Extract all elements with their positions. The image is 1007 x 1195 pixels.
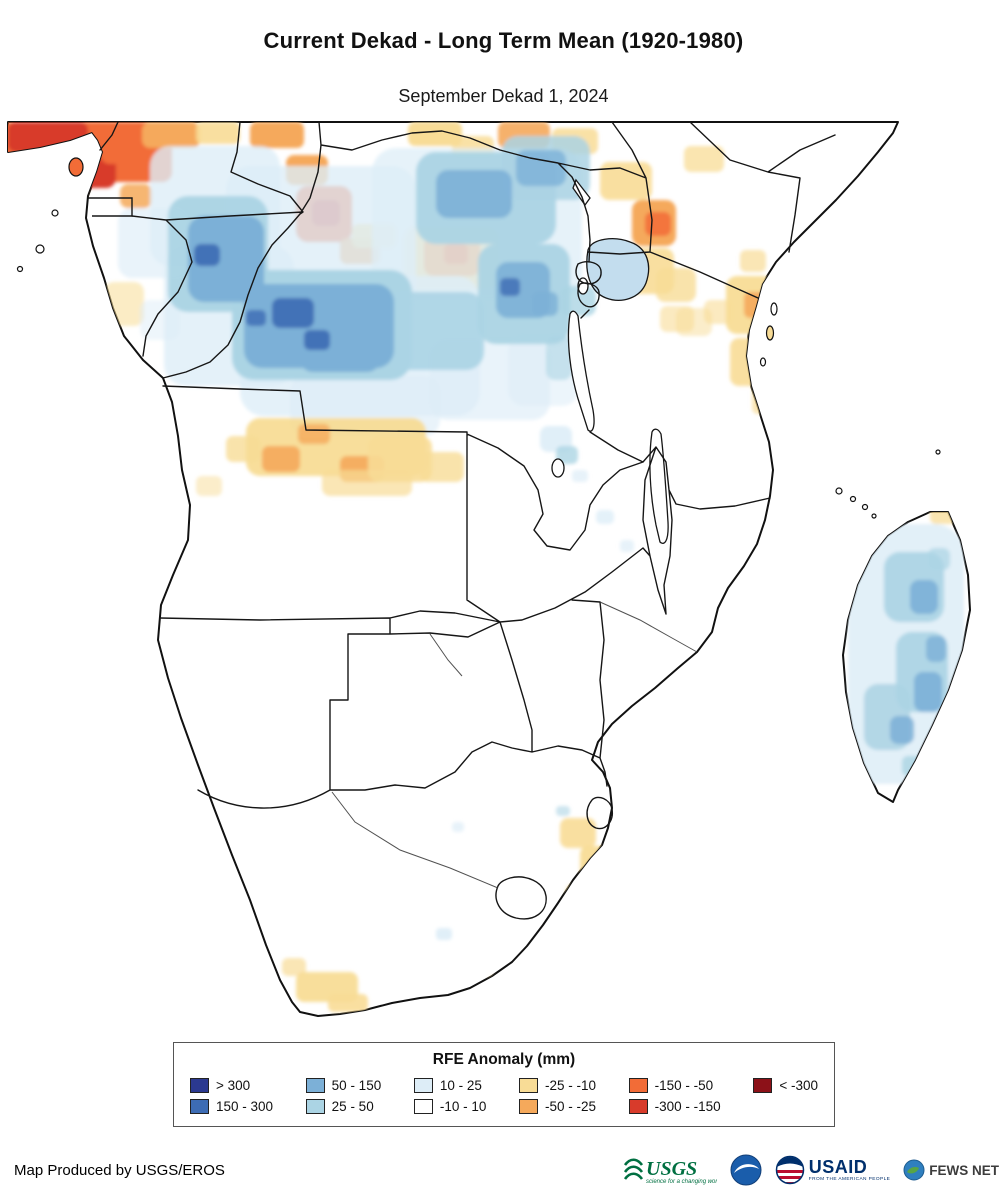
usgs-wave-icon xyxy=(623,1158,643,1180)
border-burundi xyxy=(577,282,600,308)
usaid-seal-icon xyxy=(775,1155,805,1185)
legend-swatch xyxy=(190,1099,209,1114)
lake-kivu xyxy=(577,277,589,295)
lake-malawi xyxy=(649,428,669,545)
fews-globe-icon xyxy=(903,1159,925,1181)
legend-swatch xyxy=(190,1078,209,1093)
lake-tanganyika xyxy=(567,310,595,432)
legend-swatch xyxy=(305,1099,325,1114)
legend-swatch xyxy=(628,1099,648,1114)
usgs-tagline: science for a changing world xyxy=(646,1179,717,1185)
legend-swatch xyxy=(413,1099,433,1114)
legend-label: -10 - 10 xyxy=(439,1099,487,1114)
border-lesotho xyxy=(495,876,547,920)
legend-label: 10 - 25 xyxy=(439,1078,482,1093)
legend-item: 50 - 150 xyxy=(305,1078,382,1093)
page-title: Current Dekad - Long Term Mean (1920-198… xyxy=(263,28,744,53)
legend-swatch xyxy=(628,1078,648,1093)
border-equatorial-guinea xyxy=(88,197,133,217)
legend-label: -150 - -50 xyxy=(654,1078,714,1093)
legend-title: RFE Anomaly (mm) xyxy=(432,1051,576,1068)
legend-item: 150 - 300 xyxy=(190,1099,273,1114)
legend-label: > 300 xyxy=(216,1078,251,1093)
island-zanzibar xyxy=(765,325,775,341)
lake-victoria xyxy=(586,238,650,301)
legend-item: 10 - 25 xyxy=(413,1078,487,1093)
usaid-wordmark: USAID xyxy=(808,1156,868,1177)
legend-swatch xyxy=(413,1078,433,1093)
islands xyxy=(16,157,941,519)
credit-text: Map Produced by USGS/EROS xyxy=(14,1162,225,1179)
legend-item: 25 - 50 xyxy=(305,1099,382,1114)
fews-wordmark: FEWS NET xyxy=(929,1162,999,1178)
border-eswatini xyxy=(586,796,613,830)
legend-label: -300 - -150 xyxy=(654,1099,721,1114)
legend-item: -300 - -150 xyxy=(628,1099,721,1114)
lakes xyxy=(551,178,669,545)
legend-label: -50 - -25 xyxy=(545,1099,597,1114)
legend-label: 150 - 300 xyxy=(216,1099,274,1114)
border-rwanda xyxy=(575,261,602,285)
page-subtitle: September Dekad 1, 2024 xyxy=(398,86,609,106)
usgs-wordmark: USGS xyxy=(646,1158,697,1180)
legend-box: RFE Anomaly (mm) > 300 150 - 300 50 - 15… xyxy=(173,1042,835,1127)
usaid-tagline: FROM THE AMERICAN PEOPLE xyxy=(808,1176,891,1182)
country-borders xyxy=(88,121,836,920)
legend-item: -25 - -10 xyxy=(519,1078,596,1093)
legend-swatch xyxy=(519,1078,538,1093)
legend-item: -10 - 10 xyxy=(413,1099,487,1114)
legend-swatch xyxy=(753,1078,773,1093)
rivers xyxy=(331,601,698,889)
island-bioko xyxy=(68,157,84,177)
legend-entries: > 300 150 - 300 50 - 150 25 - 50 10 - 25… xyxy=(190,1078,818,1114)
legend-item: -50 - -25 xyxy=(519,1099,596,1114)
legend-item: > 300 xyxy=(190,1078,273,1093)
legend-label: 25 - 50 xyxy=(331,1099,374,1114)
legend-label: < -300 xyxy=(779,1078,818,1093)
map-canvas xyxy=(7,121,971,1017)
legend-item: < -300 xyxy=(753,1078,818,1093)
usaid-logo: USAID FROM THE AMERICAN PEOPLE xyxy=(775,1155,890,1185)
fews-net-logo: FEWS NET xyxy=(903,1159,999,1181)
legend-item: -150 - -50 xyxy=(628,1078,721,1093)
usgs-logo: USGS science for a changing world xyxy=(623,1158,717,1185)
legend-label: 50 - 150 xyxy=(331,1078,382,1093)
legend-swatch xyxy=(519,1099,538,1114)
legend-label: -25 - -10 xyxy=(545,1078,597,1093)
noaa-seal-icon xyxy=(730,1154,762,1186)
legend-swatch xyxy=(305,1078,325,1093)
lake-mweru xyxy=(551,458,565,478)
logo-row: USGS science for a changing world xyxy=(622,1148,999,1192)
